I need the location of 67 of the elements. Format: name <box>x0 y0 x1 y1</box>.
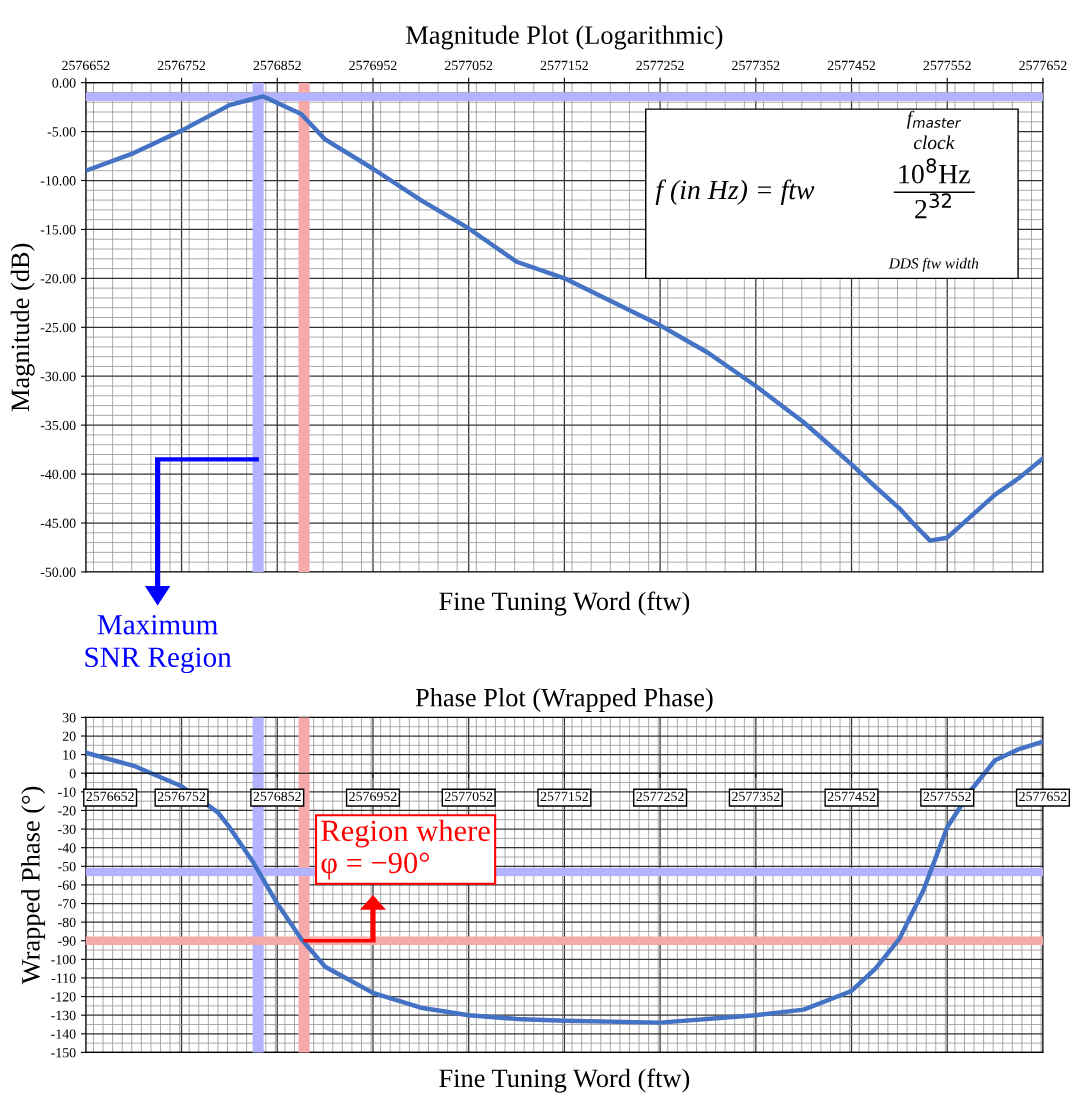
x-tick-label: 2577052 <box>444 60 493 71</box>
y-tick-label: -30 <box>58 824 76 835</box>
y-tick-label: -20.00 <box>40 273 76 284</box>
y-tick-label: -150 <box>51 1047 76 1058</box>
x-tick-label: 2577152 <box>540 60 588 71</box>
x-tick-label: 2577252 <box>636 60 684 71</box>
x-tick-label: 2576952 <box>349 60 397 71</box>
x-tick-label: 2577652 <box>1019 60 1067 71</box>
x-tick-label: 2577452 <box>827 791 876 802</box>
annotation: clock <box>913 135 955 150</box>
x-tick-label: 2577552 <box>923 60 971 71</box>
x-tick-label: 2577652 <box>1019 791 1067 802</box>
y-tick-label: -110 <box>51 973 76 983</box>
y-tick-label: -40 <box>58 843 76 853</box>
y-tick-label: 20 <box>62 731 76 741</box>
x-tick-label: 2577352 <box>732 60 780 71</box>
x-tick-label: 2576752 <box>157 60 206 71</box>
y-axis-title: Wrapped Phase (°) <box>21 786 46 985</box>
y-tick-label: 0 <box>69 768 76 779</box>
x-tick-label: 2577552 <box>923 791 971 802</box>
x-tick-label: 2576652 <box>62 60 110 71</box>
y-tick-label: -90 <box>58 936 76 946</box>
annotation: f$_{master}$ <box>906 110 962 129</box>
x-tick-label: 2576952 <box>349 791 397 802</box>
x-tick-label: 2576752 <box>157 791 206 802</box>
y-tick-label: -10 <box>58 787 76 797</box>
x-tick-label: 2576852 <box>253 60 301 71</box>
y-tick-label: -100 <box>51 954 76 965</box>
y-tick-label: 0.00 <box>52 78 76 88</box>
chart-title: Magnitude Plot (Logarithmic) <box>406 25 723 50</box>
annotation: 10$^{8}$Hz <box>899 158 970 184</box>
y-tick-label: -10.00 <box>40 176 76 186</box>
y-tick-label: -45.00 <box>40 518 76 529</box>
y-tick-label: -30.00 <box>40 371 76 382</box>
y-tick-label: -40.00 <box>40 469 76 480</box>
line-series <box>85 94 1043 543</box>
x-axis-title: Fine Tuning Word (ftw) <box>439 1068 690 1093</box>
x-tick-label: 2577052 <box>444 791 493 802</box>
y-tick-label: 30 <box>62 712 76 723</box>
x-tick-label: 2577452 <box>827 60 876 71</box>
y-tick-label: -50.00 <box>40 567 76 577</box>
x-tick-label: 2577352 <box>732 791 780 802</box>
x-tick-label: 2577252 <box>636 791 684 802</box>
x-axis-title: Fine Tuning Word (ftw) <box>439 591 690 616</box>
x-tick-label: 2576852 <box>253 791 301 802</box>
annotation: 2$^{32}$ <box>915 193 951 219</box>
y-axis-title: Magnitude (dB) <box>10 243 35 412</box>
y-tick-label: -70 <box>58 899 76 909</box>
y-tick-label: -50 <box>58 861 76 872</box>
x-tick-label: 2577152 <box>540 791 588 802</box>
y-tick-label: -20 <box>58 806 76 816</box>
y-tick-label: -5.00 <box>47 127 76 137</box>
y-tick-label: -60 <box>58 880 76 890</box>
x-tick-label: 2576652 <box>86 791 134 802</box>
annotation: f (in Hz) = ftw <box>655 179 815 205</box>
y-tick-label: -130 <box>51 1010 76 1021</box>
y-tick-label: -140 <box>51 1029 76 1039</box>
y-tick-label: -80 <box>58 917 76 928</box>
y-tick-label: -15.00 <box>40 225 76 235</box>
annotation: Region where φ = −90° <box>321 819 490 880</box>
y-tick-label: 10 <box>63 750 76 760</box>
y-tick-label: -35.00 <box>40 420 76 431</box>
chart-title: Phase Plot (Wrapped Phase) <box>415 687 713 712</box>
annotation: DDS ftw width <box>888 257 979 272</box>
y-tick-label: -120 <box>51 992 76 1002</box>
text: Maximum SNR Region <box>85 614 232 674</box>
y-tick-label: -25.00 <box>40 322 76 333</box>
